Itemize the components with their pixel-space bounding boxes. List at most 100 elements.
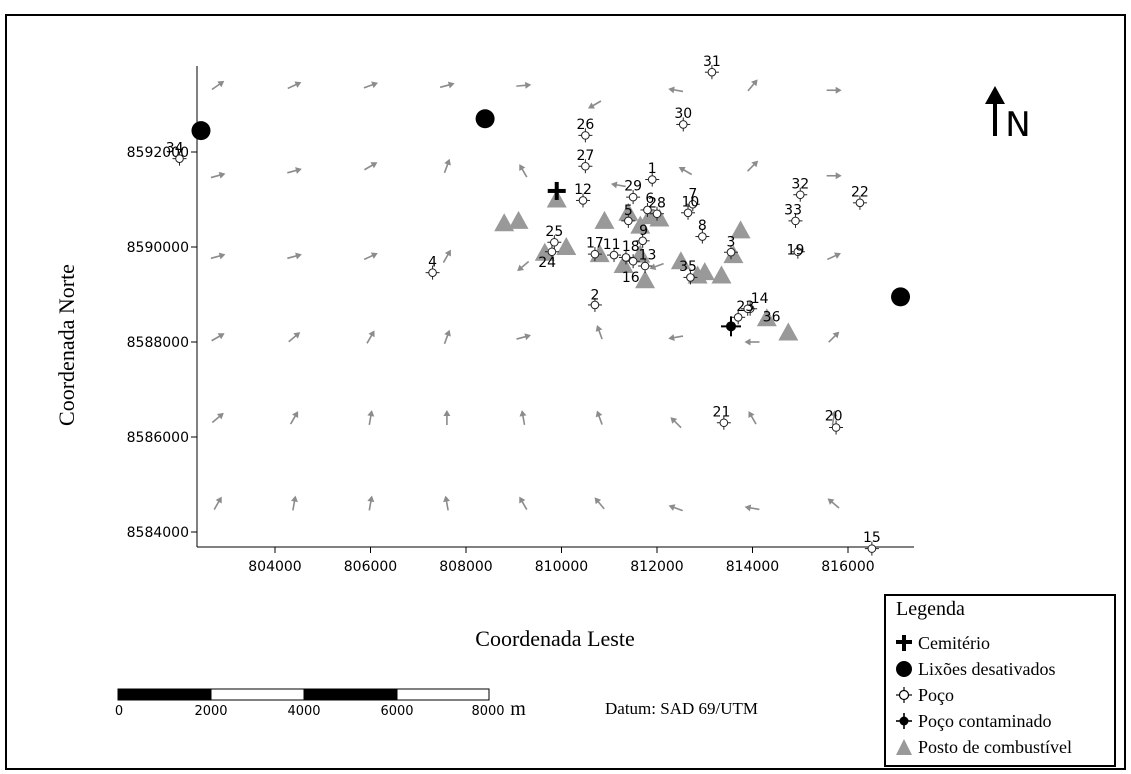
well-icon (621, 213, 636, 228)
well-label: 24 (538, 255, 556, 271)
well-icon (788, 213, 803, 228)
flow-arrow-icon (516, 333, 532, 341)
legend-item-cemetery: Cemitério (894, 632, 990, 654)
well-label: 27 (576, 148, 594, 164)
well-label: 15 (863, 530, 881, 546)
flow-arrow-icon (213, 496, 222, 510)
fuel-station-icon (494, 213, 515, 232)
flow-arrow-icon (211, 412, 224, 424)
scale-bar (117, 688, 490, 701)
cross-icon (894, 633, 914, 653)
flow-arrow-icon (287, 167, 302, 174)
flow-arrow-icon (828, 331, 840, 343)
well-label: 10 (682, 194, 700, 210)
well-icon (425, 265, 440, 280)
flow-arrow-icon (288, 332, 301, 343)
contaminated-well-icon (894, 711, 914, 731)
flow-arrow-icon (519, 164, 528, 178)
flow-arrow-icon (827, 498, 840, 509)
well-icon (578, 128, 593, 143)
flow-arrow-icon (442, 249, 451, 263)
flow-arrow-icon (443, 495, 450, 511)
fuel-station-icon (756, 308, 777, 327)
fuel-station-icon (635, 270, 656, 289)
x-tick-label: 810000 (535, 559, 588, 575)
well-icon (740, 301, 755, 316)
x-tick-label: 804000 (248, 559, 301, 575)
flow-arrow-icon (830, 410, 838, 426)
well-icon (575, 193, 590, 208)
well-icon (547, 235, 562, 250)
y-tick-label: 8584000 (127, 525, 189, 541)
well-label: 31 (703, 54, 721, 70)
well-label: 16 (622, 270, 640, 286)
well-label: 19 (787, 242, 805, 258)
fuel-station-icon (649, 208, 670, 227)
fuel-station-icon (618, 202, 639, 221)
well-label: 29 (624, 179, 642, 195)
y-tick-label: 8590000 (127, 240, 189, 256)
scale-label-4000: 4000 (287, 704, 320, 719)
x-axis-title: Coordenada Leste (475, 626, 634, 651)
well-label: 35 (679, 259, 697, 275)
x-tick-label: 816000 (821, 559, 874, 575)
fuel-station-icon (556, 237, 577, 255)
filled-circle-icon (894, 659, 914, 679)
flow-arrow-icon (211, 80, 225, 91)
flow-arrow-icon (826, 172, 842, 180)
flow-arrow-icon (668, 334, 684, 342)
scale-label-0: 0 (115, 704, 123, 719)
well-label: 3 (727, 234, 736, 250)
scale-unit: m (510, 698, 526, 720)
legend: Legenda Cemitério Lixões desativados Poç… (884, 594, 1116, 767)
north-label: N (1005, 105, 1030, 145)
fuel-station-icon (778, 322, 799, 341)
flow-arrow-icon (210, 252, 226, 260)
fuel-station-icon (670, 251, 691, 270)
flow-arrow-icon (443, 410, 451, 425)
legend-item-fuel-station: Posto de combustível (894, 736, 1072, 758)
y-tick-label: 8592000 (127, 145, 189, 161)
flow-arrow-icon (748, 411, 757, 425)
cemetery-icon (547, 181, 566, 200)
well-label: 7 (688, 186, 697, 202)
flow-arrow-icon (519, 410, 527, 426)
fuel-station-icon (508, 210, 529, 229)
fuel-station-icon (711, 265, 732, 284)
flow-arrow-icon (211, 333, 225, 342)
legend-item-well: Poço (894, 684, 954, 706)
well-icon (638, 259, 653, 273)
well-label: 9 (639, 223, 648, 239)
well-label: 6 (645, 191, 654, 207)
well-label: 21 (713, 404, 731, 420)
well-label: 4 (428, 255, 437, 271)
dump-icon (191, 121, 211, 141)
legend-item-dumps: Lixões desativados (894, 658, 1055, 680)
flow-arrow-icon (363, 81, 379, 89)
y-tick-label: 8586000 (127, 430, 189, 446)
well-icon (587, 247, 602, 262)
well-icon (676, 117, 691, 132)
well-icon (640, 202, 655, 217)
well-label: 23 (736, 299, 754, 315)
flow-arrow-icon (746, 160, 759, 172)
flow-arrow-icon (826, 252, 841, 261)
flow-arrow-icon (443, 329, 451, 345)
well-label: 33 (784, 202, 802, 218)
well-icon (578, 159, 593, 174)
north-arrow-icon (985, 86, 1005, 136)
well-icon (635, 233, 650, 248)
flow-arrow-icon (587, 100, 602, 109)
well-icon (607, 248, 622, 263)
well-label: 17 (586, 236, 604, 252)
well-label: 12 (574, 182, 592, 198)
well-icon (704, 65, 719, 80)
flow-arrow-icon (594, 497, 605, 510)
well-icon (685, 197, 700, 212)
well-label: 25 (545, 224, 563, 240)
flow-arrow-icon (443, 158, 451, 174)
flow-arrow-icon (439, 81, 455, 89)
flow-arrow-icon (366, 330, 375, 344)
well-label: 5 (624, 203, 633, 219)
flow-arrow-icon (826, 86, 842, 94)
